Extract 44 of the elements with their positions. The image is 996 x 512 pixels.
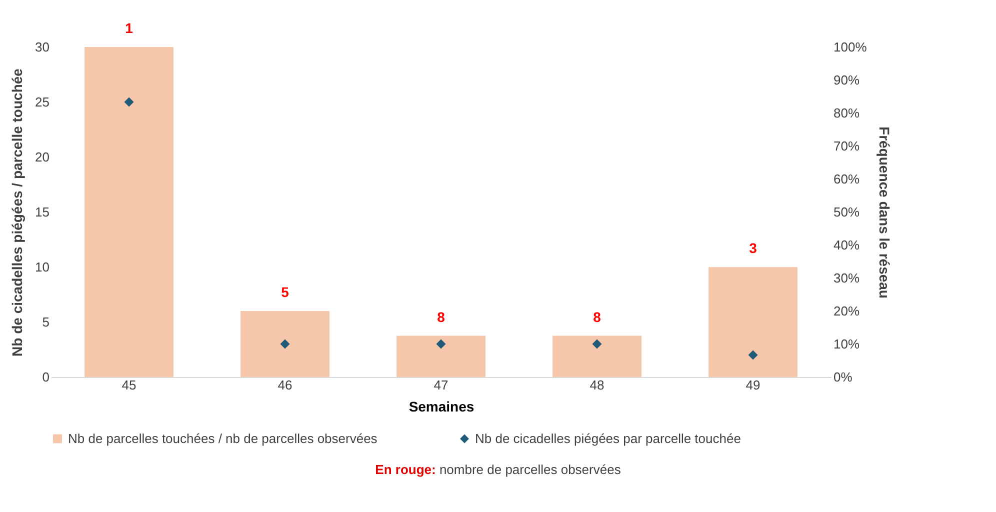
point: [436, 339, 446, 349]
point: [280, 339, 290, 349]
annotation: 3: [749, 240, 758, 256]
y-tick-label: 20: [35, 150, 50, 164]
y2-tick-label: 80%: [834, 106, 860, 120]
x-axis-title: Semaines: [408, 398, 474, 414]
y2-tick-label: 60%: [834, 172, 860, 186]
y2-tick-label: 30%: [834, 270, 860, 286]
y-tick-label: 0: [42, 370, 50, 384]
point: [124, 97, 134, 107]
text: 1: [125, 20, 134, 36]
x-tick-label: 46: [278, 378, 292, 392]
text: En rouge: nombre de parcelles observées: [374, 462, 622, 477]
y-tick-label: 25: [35, 94, 50, 110]
y2-tick-label: 20%: [834, 304, 860, 318]
annotation: 5: [281, 284, 290, 300]
y2-axis-title: Fréquence dans le réseau: [876, 126, 893, 298]
annotation: 8: [593, 308, 602, 325]
legend-label: Nb de cicadelles piégées par parcelle touchée: [475, 430, 741, 446]
y-tick-label: 5: [42, 314, 50, 330]
y-tick-label: 10: [35, 260, 50, 274]
y2-tick-label: 90%: [834, 72, 860, 88]
bar: [708, 267, 798, 377]
y2-tick-label: 40%: [834, 238, 860, 252]
point: [748, 350, 758, 360]
bar: [552, 336, 642, 377]
y2-tick-label: 100%: [834, 40, 868, 54]
y2-tick-label: 50%: [834, 204, 860, 220]
y-axis-title: Nb de cicadelles piégées / parcelle touchée: [9, 68, 26, 356]
x-tick-label: 45: [122, 378, 136, 392]
bar: [396, 336, 486, 377]
x-tick-label: 49: [746, 378, 760, 392]
y-tick-label: 30: [35, 40, 50, 54]
y2-tick-label: 70%: [834, 138, 860, 154]
y2-tick-label: 0%: [834, 370, 853, 384]
legend-label: Nb de parcelles touchées / nb de parcelles observées: [68, 430, 378, 446]
y2-tick-label: 10%: [834, 336, 860, 352]
point: [592, 339, 602, 349]
y-tick-label: 15: [35, 204, 50, 220]
bar: [240, 311, 330, 377]
bar: [84, 47, 174, 377]
x-tick-label: 48: [590, 378, 604, 392]
annotation: 8: [437, 308, 446, 325]
x-tick-label: 47: [434, 378, 448, 392]
